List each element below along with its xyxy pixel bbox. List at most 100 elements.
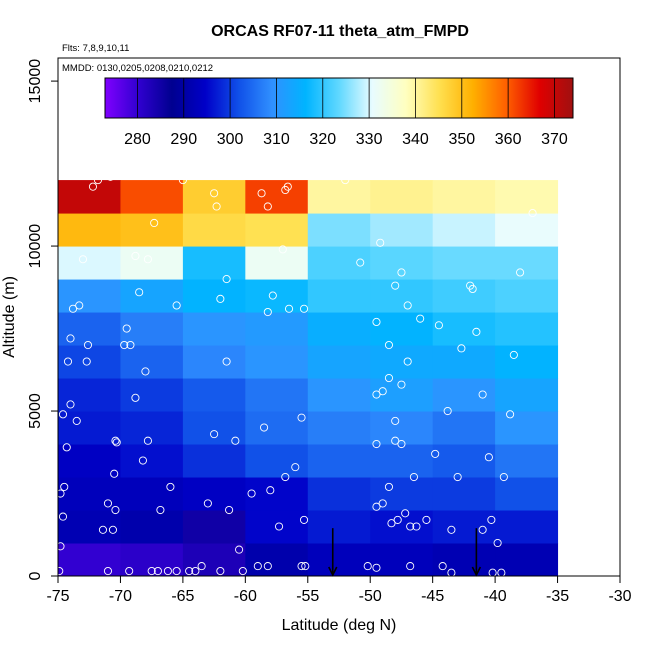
observation-point <box>372 502 381 511</box>
observation-point <box>62 443 71 452</box>
observation-point <box>131 251 140 261</box>
observation-point <box>488 568 497 576</box>
observation-point <box>216 567 225 576</box>
heatmap-cell <box>120 246 184 280</box>
heatmap-cell <box>432 246 496 280</box>
heatmap-cell <box>370 444 434 478</box>
observation-point <box>438 562 447 571</box>
observation-point <box>135 288 144 297</box>
observation-point <box>378 499 387 508</box>
observation-point <box>453 472 462 482</box>
observation-point <box>172 301 181 310</box>
heatmap-cell <box>370 510 434 544</box>
observation-point <box>384 373 394 383</box>
heatmap-cell <box>58 477 121 511</box>
observation-point <box>484 453 493 462</box>
observation-point <box>397 268 406 277</box>
x-tick-label: -40 <box>484 588 507 605</box>
observation-point <box>68 304 78 313</box>
heatmap-cell <box>495 378 559 412</box>
observation-point <box>263 202 272 211</box>
observation-point <box>363 562 372 571</box>
colorbar-tick-label: 310 <box>263 131 290 148</box>
observation-point <box>108 525 118 534</box>
observation-point <box>278 245 287 254</box>
observation-point <box>372 390 381 399</box>
observation-point <box>431 449 440 458</box>
heatmap-cell <box>58 246 121 280</box>
observation-point <box>372 317 381 326</box>
observation-point <box>447 568 456 576</box>
observation-point <box>406 562 415 571</box>
observation-point <box>103 499 113 508</box>
observation-point <box>472 327 481 336</box>
colorbar-tick-label: 330 <box>356 131 383 148</box>
observation-point <box>468 284 477 294</box>
heatmap-cell <box>432 477 496 511</box>
colorbar-tick-label: 370 <box>541 131 568 148</box>
observation-point <box>58 542 65 551</box>
observation-point <box>478 525 487 534</box>
observation-point <box>60 482 69 491</box>
heatmap-cell <box>307 345 371 379</box>
colorbar-tick-label: 290 <box>170 131 197 148</box>
observation-point <box>257 189 266 198</box>
heatmap-cells <box>58 180 559 576</box>
chart-title: ORCAS RF07-11 theta_atm_FMPD <box>211 23 469 40</box>
observation-point <box>98 525 108 534</box>
observation-point <box>75 301 84 310</box>
observation-point <box>153 567 162 576</box>
y-axis: 0 5000 10000 15000 <box>27 59 58 580</box>
heatmap-cell <box>120 345 184 379</box>
observation-point <box>391 416 400 425</box>
observation-point <box>58 410 68 419</box>
heatmap-cell <box>120 477 184 511</box>
observation-point <box>235 545 244 554</box>
colorbar-tick-label: 340 <box>402 131 429 148</box>
heatmap-cell <box>307 312 371 346</box>
colorbar-tick-label: 300 <box>217 131 244 148</box>
observation-point <box>260 423 269 432</box>
observation-point <box>178 176 187 185</box>
x-tick-label: -45 <box>421 588 444 605</box>
y-tick-label: 5000 <box>27 393 44 429</box>
observation-point <box>126 340 135 350</box>
heatmap-cell <box>432 378 496 412</box>
heatmap-cell <box>495 444 559 478</box>
heatmap-cell <box>58 312 121 346</box>
heatmap-cell <box>370 378 434 412</box>
heatmap-cell <box>182 378 246 412</box>
observation-point <box>231 436 240 445</box>
heatmap-cell <box>307 510 371 544</box>
heatmap-cell <box>307 543 371 576</box>
colorbar-tick-label: 280 <box>124 131 151 148</box>
x-tick-label: -35 <box>546 588 569 605</box>
observation-point <box>111 436 120 445</box>
observation-point <box>434 321 443 330</box>
observation-point <box>66 334 75 343</box>
heatmap-cell <box>370 246 434 280</box>
heatmap-cell <box>307 213 371 247</box>
observation-point <box>122 324 131 333</box>
heatmap-cell <box>307 477 371 511</box>
observation-point <box>516 268 525 277</box>
heatmap-cell <box>120 510 184 544</box>
heatmap-cell <box>182 345 246 379</box>
heatmap-cell <box>495 411 559 445</box>
colorbar-frame <box>104 77 574 119</box>
heatmap-cell <box>182 312 246 346</box>
observation-point <box>297 413 306 422</box>
heatmap-cell <box>370 312 434 346</box>
heatmap-cell <box>432 543 496 576</box>
observation-point <box>222 275 231 284</box>
observation-point <box>478 390 487 399</box>
observation-point <box>156 505 165 515</box>
observation-point <box>447 525 456 534</box>
observation-point <box>301 562 310 571</box>
observation-point <box>66 400 75 409</box>
observation-point <box>78 255 88 264</box>
heatmap-cell <box>307 180 371 214</box>
plot-frame <box>57 57 621 577</box>
observation-point <box>141 367 150 376</box>
observation-point <box>403 301 412 310</box>
